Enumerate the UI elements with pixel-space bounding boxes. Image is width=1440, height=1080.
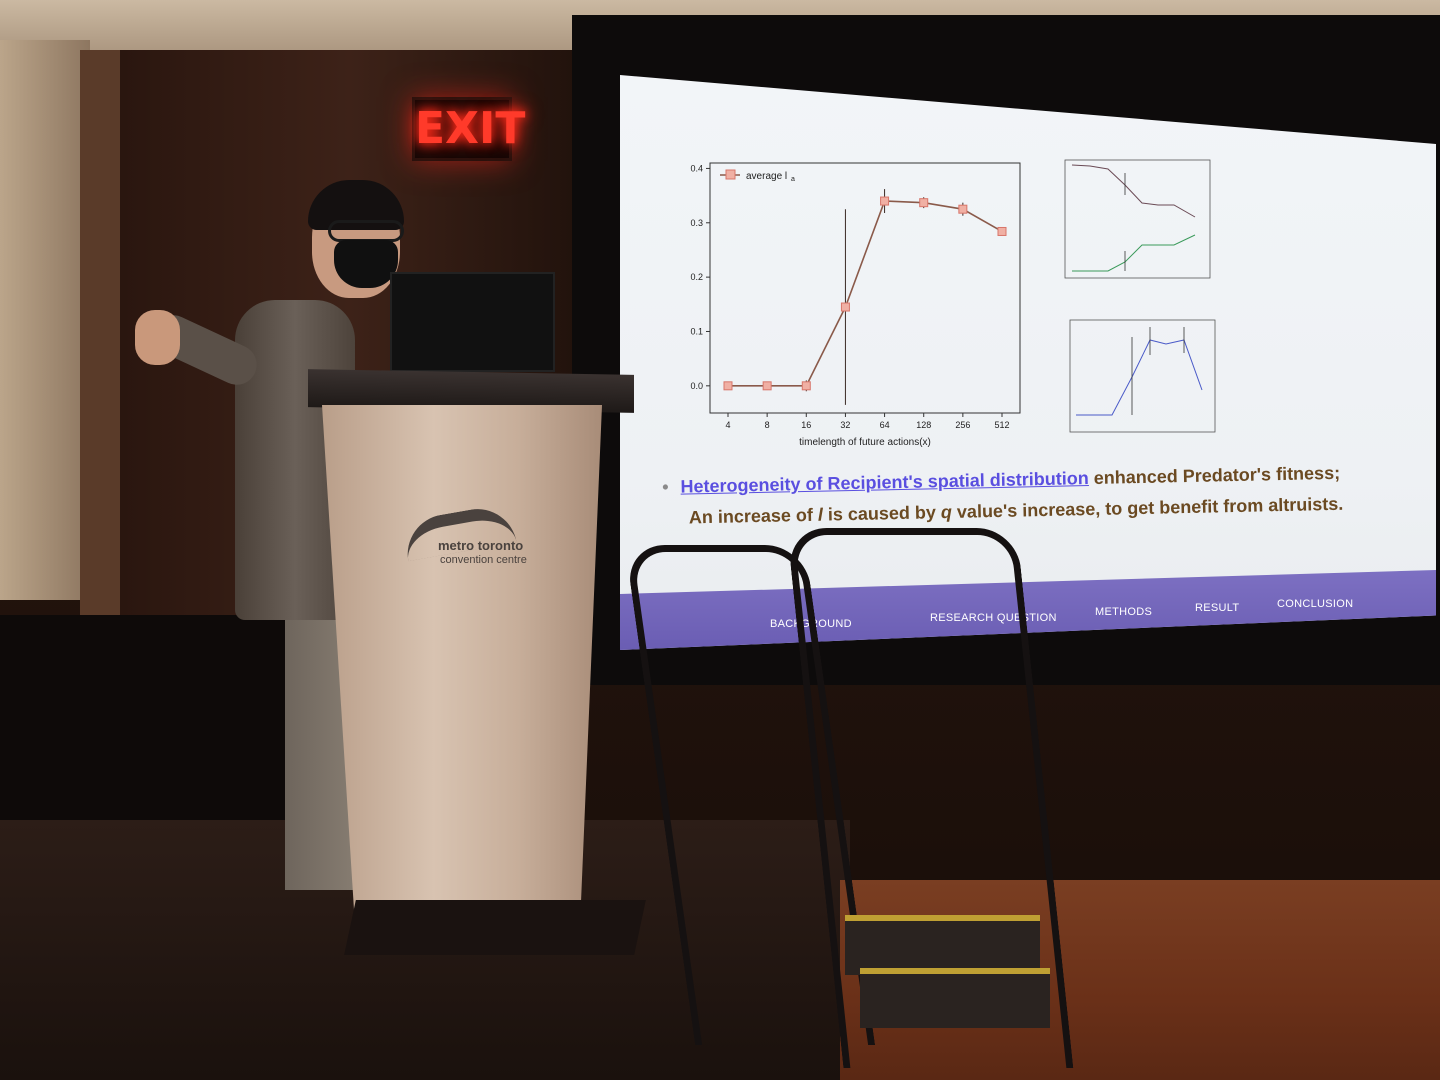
presenter-face-mask	[334, 240, 398, 288]
podium-base	[344, 900, 646, 955]
bullet-text-rest: enhanced Predator's fitness;	[1088, 462, 1341, 489]
x-tick-label: 8	[765, 420, 770, 430]
chart-legend: average l a	[720, 169, 795, 183]
main-line-chart: 0.0 0.1 0.2 0.3 0.4 4 8 16 32 64 128 256 512 averag…	[690, 162, 1021, 448]
y-tick-label: 0.3	[690, 218, 703, 228]
chart-plot-area	[709, 162, 1021, 414]
legend-label: average l	[746, 171, 787, 182]
bullet-line-2: An increase of l is caused by q value's …	[688, 493, 1344, 528]
nav-result[interactable]: RESULT	[1195, 602, 1240, 614]
data-point-marker	[880, 196, 890, 206]
exit-sign: EXIT	[412, 97, 526, 161]
x-tick-label: 256	[955, 420, 970, 430]
nav-background[interactable]: BACKGROUND	[770, 618, 852, 630]
y-tick-label: 0.1	[690, 326, 703, 336]
slide-bullet-point: • Heterogeneity of Recipient's spatial di…	[662, 461, 1423, 529]
x-tick-label: 128	[916, 420, 931, 430]
data-point-marker	[762, 381, 772, 391]
y-tick-label: 0.2	[690, 272, 703, 282]
data-point-marker	[840, 302, 850, 312]
series-line-average-l	[728, 200, 1003, 387]
presenter-glasses	[328, 220, 404, 242]
logo-line-1: metro toronto	[438, 538, 524, 553]
laptop	[390, 272, 555, 372]
data-point-marker	[919, 198, 929, 208]
x-tick-label: 64	[880, 420, 890, 430]
small-series-blue	[1076, 339, 1203, 416]
x-tick-label: 512	[994, 420, 1009, 430]
small-line-chart-top	[1064, 159, 1211, 279]
nav-conclusion[interactable]: CONCLUSION	[1277, 598, 1354, 610]
bullet-dot: •	[662, 476, 669, 497]
error-bars	[805, 189, 964, 405]
presenter-hand	[135, 310, 180, 365]
legend-subscript: a	[791, 176, 795, 183]
y-tick-label: 0.4	[690, 163, 703, 173]
exit-sign-text: EXIT	[415, 103, 526, 154]
y-axis-ticks: 0.0 0.1 0.2 0.3 0.4	[690, 163, 710, 391]
data-point-marker	[958, 204, 968, 214]
nav-methods[interactable]: METHODS	[1095, 606, 1153, 618]
stair-step-lower	[860, 968, 1050, 1028]
stair-step-upper	[845, 915, 1040, 975]
podium-logo: metro toronto convention centre	[401, 502, 554, 582]
x-tick-label: 4	[725, 420, 730, 430]
left-wall	[0, 40, 90, 600]
small-series-upper	[1071, 164, 1196, 218]
data-point-marker	[997, 226, 1007, 236]
x-tick-label: 32	[840, 420, 850, 430]
series-markers	[723, 196, 1007, 391]
x-axis-ticks: 4 8 16 32 64 128 256 512	[725, 413, 1010, 430]
data-point-marker	[801, 381, 811, 391]
bullet-link[interactable]: Heterogeneity of Recipient's spatial dis…	[680, 468, 1089, 497]
y-tick-label: 0.0	[690, 381, 703, 391]
x-axis-label: timelength of future actions(x)	[799, 437, 931, 448]
data-point-marker	[723, 381, 733, 391]
nav-research-question[interactable]: RESEARCH QUESTION	[930, 612, 1057, 624]
podium	[322, 405, 602, 935]
logo-line-2: convention centre	[440, 554, 527, 566]
x-tick-label: 16	[801, 420, 811, 430]
small-line-chart-bottom	[1069, 319, 1216, 433]
small-series-lower	[1072, 234, 1196, 272]
